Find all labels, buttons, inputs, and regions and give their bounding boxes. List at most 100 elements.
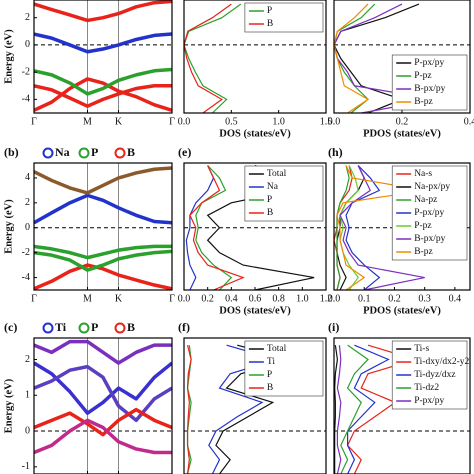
frame [333,337,471,474]
y-tick-label: 0 [25,222,30,233]
dos-curve [334,345,339,474]
legend-label: P-px/py [414,396,444,406]
x-tick-label: 0.3 [418,293,431,304]
frame [33,337,173,474]
legend-label: Ti [55,320,67,334]
y-tick-label: -4 [22,272,30,283]
legend-label: B [127,145,135,159]
dos-curve [339,165,425,290]
x-tick-label: 0.0 [328,293,341,304]
legend-box [244,340,324,397]
legend-label: P-pz [414,71,431,81]
legend-label: Na-px/py [414,182,450,192]
y-tick-label: 2 [25,354,30,365]
legend-label: P [267,195,272,205]
dos-curve [185,165,215,290]
dos-curve [336,345,342,474]
legend-label: B-pz [414,247,432,257]
plot-area [334,344,470,474]
y-tick-label: 1 [25,390,30,401]
x-tick-label: 0.1 [358,293,371,304]
legend-label: P [91,145,98,159]
y-tick-label: -2 [22,66,30,77]
y-tick-label: -1 [22,461,30,472]
legend-box [244,2,324,33]
y-tick-label: -2 [22,247,30,258]
y-axis-label: Energy (eV) [3,199,14,254]
panel-label: (c) [4,320,17,334]
band [34,263,172,290]
legend-label: Total [267,169,287,179]
panel-label: (b) [4,145,19,159]
legend-label: Na [55,145,70,159]
x-tick-label: 1.5 [320,116,333,127]
legend-label: Ti-dz2 [414,383,439,393]
x-axis-label: DOS (states/eV) [219,128,291,139]
x-tick-label: Γ [169,293,175,304]
legend-label: Ti-dyz/dxz [414,370,455,380]
band [34,0,172,23]
frame [183,0,327,114]
legend-label: B [127,320,135,334]
panel-label: (e) [178,145,191,159]
legend-marker [78,322,90,334]
frame [183,337,327,474]
band [34,364,172,423]
panel-label: (f) [178,320,190,334]
legend-marker [42,147,54,159]
x-tick-label: 0.5 [225,116,238,127]
x-axis-label: PDOS (states/eV) [363,305,441,316]
legend-label: Na-pz [414,195,437,205]
legend-label: P [267,6,272,16]
band [34,418,172,455]
legend-label: Ti-dxy/dx2-y2 [414,357,469,367]
legend-label: Ti [267,357,275,367]
band [34,77,172,112]
plot-area [34,338,172,474]
x-tick-label: 0.4 [449,293,462,304]
y-tick-label: -4 [22,94,30,105]
legend-label: B [267,19,273,29]
x-tick-label: 1.0 [272,116,285,127]
x-axis-label: DOS (states/eV) [219,305,291,316]
legend-label: P-px/py [414,208,444,218]
dos-curve [334,3,420,113]
legend-marker [42,322,54,334]
plot-area [34,163,172,290]
legend-label: B-pz [414,97,432,107]
plot-area [184,164,326,290]
dos-curve [340,344,369,474]
band [34,407,172,437]
x-tick-label: M [83,293,92,304]
plot-area [184,3,326,113]
frame [333,162,471,291]
legend-label: Ti-s [414,344,429,354]
y-tick-label: 2 [25,12,30,23]
x-tick-label: 1.0 [296,293,309,304]
legend-box [244,165,324,222]
legend-label: Na [267,182,279,192]
dos-curve [346,344,418,474]
legend-label: B-px/py [414,84,445,94]
legend-label: P-pz [414,221,431,231]
band [34,244,172,260]
frame [33,0,173,114]
x-tick-label: 0.2 [388,293,401,304]
x-tick-label: 0.4 [464,116,474,127]
legend-label: B-px/py [414,234,445,244]
legend-label: B [267,383,273,393]
dos-curve [347,344,390,474]
band [34,361,172,415]
y-axis-label: Energy (eV) [3,29,14,84]
frame [33,162,173,291]
dos-curve [189,165,245,290]
band [34,166,172,195]
band [34,67,172,96]
plot-area [184,344,326,474]
legend-label: Total [267,344,287,354]
y-axis-label: Energy (eV) [3,378,14,433]
x-tick-label: Γ [169,116,175,127]
x-tick-label: 1.2 [320,293,333,304]
x-tick-label: Γ [31,293,37,304]
